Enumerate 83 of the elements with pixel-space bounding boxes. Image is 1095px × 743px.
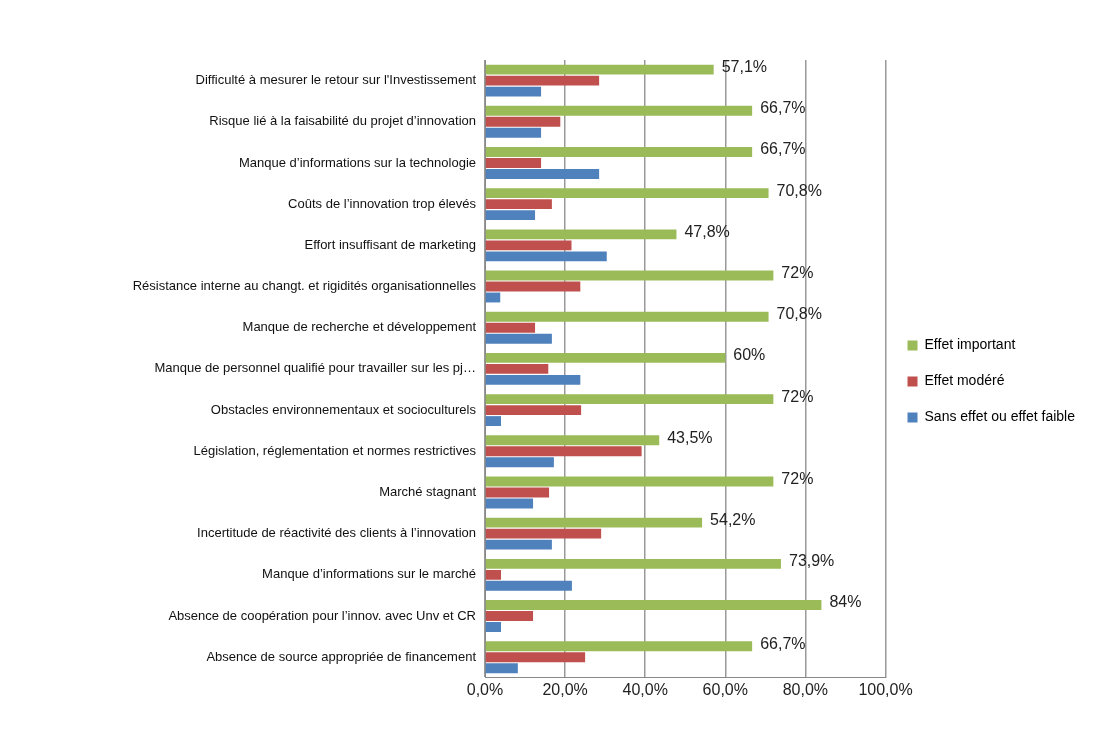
y-tick-label: Manque d’informations sur la technologie [238,154,476,170]
x-tick-label: 0,0% [466,680,504,698]
x-tick-label: 40,0% [622,680,668,698]
data-label: 47,8% [684,222,730,240]
bar [485,169,600,179]
bar [485,251,607,262]
bar [485,64,714,75]
data-label: 72% [781,263,814,281]
bar [485,322,536,333]
data-label: 57,1% [721,58,768,76]
bar [485,127,542,138]
bar [485,147,753,157]
y-tick-label: Coûts de l’innovation trop élevés [288,195,477,211]
data-label: 72% [781,469,814,487]
bar [485,270,774,281]
bar [485,539,552,550]
bar [485,641,753,652]
bar [485,352,726,363]
y-tick-label: Effort insuffisant de marketing [304,236,476,252]
y-tick-label: Législation, réglementation et normes restrictives [193,442,477,458]
bar [485,498,534,509]
y-tick-label: Manque d’informations sur le marché [262,566,476,582]
bar [485,333,552,344]
data-label: 60% [733,346,766,364]
y-tick-label: Difficulté à mesurer le retour sur l'Investissement [195,72,477,88]
bar [485,86,542,97]
data-label: 70,8% [776,305,822,323]
bar [485,663,518,674]
y-tick-label: Résistance interne au changt. et rigidités organisationnelles [132,278,477,294]
y-tick-label: Manque de personnel qualifié pour travailler sur les pj… [154,360,476,376]
x-tick-label: 80,0% [782,680,829,698]
bar [485,75,600,86]
x-tick-label: 100,0% [858,680,913,698]
x-tick-label: 20,0% [542,680,588,698]
data-label: 43,5% [667,428,713,446]
data-label: 72% [781,387,814,405]
legend-label: Effet important [924,336,1016,353]
bar [485,457,554,468]
bar [485,611,534,621]
bar [485,652,586,663]
data-label: 66,7% [760,99,806,117]
bar [485,105,753,116]
bar [485,229,677,240]
x-tick-label: 60,0% [702,680,748,698]
y-tick-label: Absence de source appropriée de financement [206,648,477,664]
bar [485,569,502,580]
legend-label: Effet modéré [924,372,1005,389]
bar [485,580,572,591]
bar [485,517,703,528]
bar [485,446,642,457]
data-label: 54,2% [710,511,756,529]
bar [485,600,822,610]
bar [485,210,536,221]
bar [485,558,781,569]
bar [485,405,582,416]
bar [485,394,774,405]
y-tick-label: Manque de recherche et développement [242,319,477,335]
data-label: 84% [829,593,862,611]
y-tick-label: Absence de coopération pour l’innov. avec Unv et CR [168,607,476,623]
bar [485,363,549,374]
bar [485,374,581,385]
bar [485,199,552,210]
bar [485,158,542,168]
data-label: 73,9% [788,552,835,570]
data-label: 70,8% [776,181,822,199]
bar [485,528,602,539]
bar [485,487,550,498]
bar [485,416,502,427]
bar [485,435,660,446]
y-tick-label: Incertitude de réactivité des clients à l’innovation [197,525,476,541]
y-tick-label: Obstacles environnementaux et socioculturels [210,401,477,417]
bar [485,116,561,127]
legend-label: Sans effet ou effet faible [924,408,1076,425]
bar [485,240,572,251]
data-label: 66,7% [760,634,806,652]
y-tick-label: Marché stagnant [379,484,477,500]
bar [485,476,774,487]
y-tick-label: Risque lié à la faisabilité du projet d’innovation [209,113,476,129]
bar [485,188,769,199]
bar [485,311,769,322]
bar [485,281,581,292]
bar [485,622,502,632]
data-label: 66,7% [760,140,806,158]
